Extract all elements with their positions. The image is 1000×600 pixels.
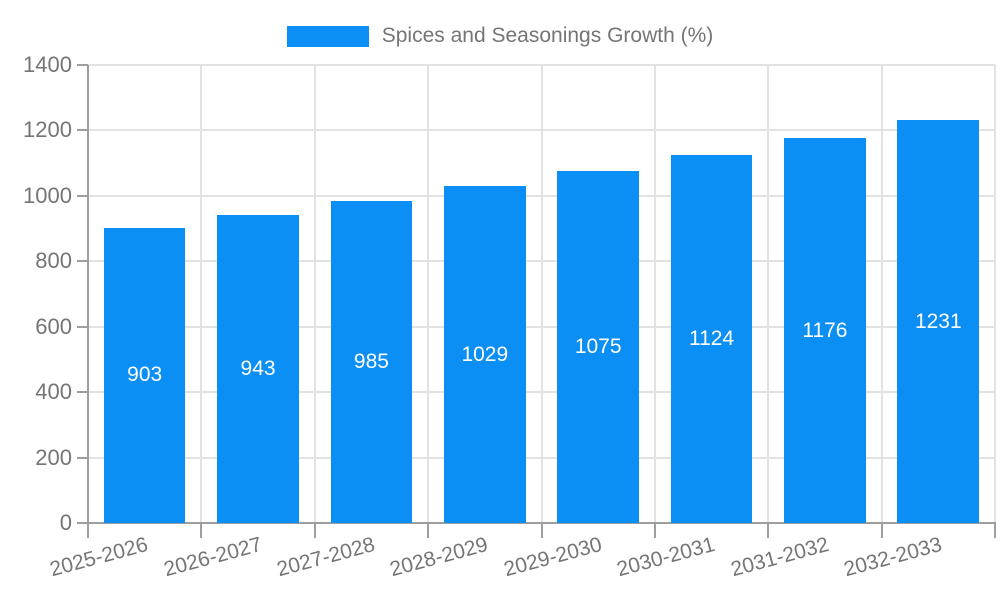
y-tick-400	[77, 391, 88, 394]
bar-2025-2026: 903	[103, 227, 186, 523]
x-tick-4	[540, 523, 543, 538]
x-tick-8	[994, 523, 996, 538]
x-tick-5	[653, 523, 656, 538]
legend: Spices and Seasonings Growth (%)	[0, 24, 1000, 48]
x-tick-1	[200, 523, 203, 538]
bar-value-label: 985	[353, 349, 389, 373]
x-tick-2	[313, 523, 316, 538]
y-tick-label-1400: 1400	[23, 52, 72, 77]
bar-2029-2030: 1075	[557, 171, 639, 523]
legend-label: Spices and Seasonings Growth (%)	[381, 24, 714, 47]
x-tick-0	[87, 523, 89, 538]
x-tick-label-2028-2029: 2028-2029	[387, 533, 491, 582]
gridline-x-8	[994, 65, 996, 523]
gridline-x-6	[767, 65, 770, 523]
y-tick-800	[77, 260, 88, 263]
legend-swatch	[286, 25, 369, 47]
bar-value-label: 1231	[914, 309, 962, 333]
gridline-x-4	[540, 65, 543, 523]
bar-value-label: 1124	[688, 327, 735, 351]
bar-value-label: 903	[127, 363, 163, 387]
bar-2026-2027: 943	[217, 214, 299, 523]
bar-value-label: 1029	[461, 342, 509, 366]
y-tick-label-1000: 1000	[23, 182, 72, 208]
gridline-x-5	[653, 65, 656, 523]
x-tick-label-2029-2030: 2029-2030	[501, 533, 605, 582]
y-tick-label-0: 0	[59, 510, 72, 535]
bar-2028-2029: 1029	[443, 186, 526, 523]
x-tick-label-2030-2031: 2030-2031	[614, 533, 718, 582]
x-tick-label-2032-2033: 2032-2033	[841, 533, 945, 582]
bar-value-label: 1176	[802, 318, 848, 342]
bar-value-label: 943	[240, 356, 276, 380]
bar-2027-2028: 985	[330, 200, 413, 523]
y-tick-600	[77, 325, 88, 328]
y-tick-1000	[77, 194, 88, 197]
bar-value-label: 1075	[574, 335, 622, 359]
y-tick-label-800: 800	[35, 248, 72, 274]
y-tick-label-200: 200	[35, 444, 72, 470]
x-tick-label-2025-2026: 2025-2026	[47, 533, 151, 582]
y-tick-1200	[77, 129, 88, 132]
gridline-x-1	[200, 65, 203, 523]
y-tick-label-600: 600	[35, 313, 72, 339]
y-tick-1400	[77, 64, 88, 66]
y-tick-0	[77, 522, 88, 524]
x-tick-6	[767, 523, 770, 538]
x-tick-label-2026-2027: 2026-2027	[161, 533, 265, 582]
gridline-x-7	[880, 65, 883, 523]
x-tick-label-2027-2028: 2027-2028	[274, 533, 378, 582]
gridline-x-3	[427, 65, 430, 523]
y-axis-line	[87, 65, 89, 523]
bar-2032-2033: 1231	[897, 120, 980, 523]
bar-2030-2031: 1124	[670, 155, 753, 523]
bar-2031-2032: 1176	[784, 138, 866, 523]
y-tick-200	[77, 456, 88, 459]
y-tick-label-400: 400	[35, 379, 72, 405]
x-tick-3	[427, 523, 430, 538]
plot-area: 903 943 985 1029 1075 1124 1176 1231	[77, 64, 996, 538]
gridline-x-2	[313, 65, 316, 523]
x-tick-label-2031-2032: 2031-2032	[727, 533, 831, 582]
x-axis-line	[87, 522, 996, 524]
x-tick-7	[880, 523, 883, 538]
y-tick-label-1200: 1200	[23, 117, 72, 143]
